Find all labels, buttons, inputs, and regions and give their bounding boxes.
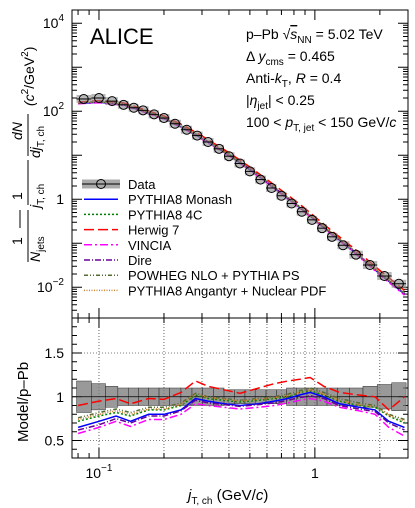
ratio-y-tick-label: 1.5 (45, 345, 65, 361)
data-point (255, 174, 266, 185)
data-point (296, 206, 307, 217)
data-point (138, 105, 149, 116)
legend-label: PYTHIA8 Monash (128, 192, 232, 207)
y-tick-label: 10−2 (37, 277, 64, 295)
ratio-y-axis-label: Model/p–Pb (15, 362, 32, 442)
ratio-y-tick-label: 0.5 (45, 433, 65, 449)
info-line-pt: 100 < pT, jet < 150 GeV/c (246, 114, 396, 134)
data-point (364, 260, 375, 271)
x-tick-label: 10−1 (85, 463, 112, 481)
ratio-curve (77, 389, 405, 424)
info-line-system: p–Pb √sNN = 5.02 TeV (246, 26, 383, 46)
top-series (76, 93, 407, 296)
data-point (192, 130, 203, 141)
data-point (235, 158, 245, 169)
model-curve (78, 100, 405, 294)
data-point (223, 151, 234, 162)
ylabel-frac1-num: 1 (9, 237, 25, 245)
top-y-tick-labels: 10−2 1 102 104 (37, 13, 64, 295)
info-line-rapidity: Δ ycms = 0.465 (246, 48, 335, 68)
y-tick-label: 104 (43, 13, 65, 31)
ratio-y-tick-label: 1 (56, 389, 64, 405)
data-point (338, 240, 349, 251)
data-point (128, 102, 139, 113)
ratio-curve (77, 395, 405, 431)
data-point (181, 124, 192, 135)
data-point (286, 198, 297, 209)
data-point (170, 118, 181, 129)
info-line-algorithm: Anti-kT, R = 0.4 (246, 70, 341, 90)
data-point (107, 96, 118, 107)
ylabel-units: (c2/GeV2) (20, 47, 37, 106)
ratio-tick-labels: 0.5 1 1.5 10−1 1 (45, 345, 319, 481)
ratio-curve (77, 389, 405, 422)
legend-label: Data (128, 177, 156, 192)
data-point (149, 109, 160, 120)
data-point (118, 99, 129, 110)
ylabel-frac1-den: Njets (27, 236, 47, 262)
data-point (203, 137, 214, 147)
ratio-curve (77, 387, 405, 421)
legend-label: PYTHIA8 Angantyr + Nuclear PDF (128, 283, 326, 298)
data-point (393, 278, 404, 289)
ylabel-frac3-den: djT, ch (27, 126, 47, 158)
top-y-axis-label: 1 Njets 1 jT, ch dN djT, ch (c2/GeV2) (9, 47, 47, 262)
ylabel-frac2-den: jT, ch (27, 184, 47, 210)
data-point (244, 166, 255, 177)
legend-data-marker (96, 179, 106, 189)
data-point (158, 113, 169, 124)
x-axis-label: jT, ch (GeV/c) (186, 487, 268, 507)
info-line-eta: |ηjet| < 0.25 (246, 92, 315, 112)
data-point (266, 183, 277, 194)
data-point (379, 271, 390, 282)
ratio-curve (77, 376, 405, 411)
ratio-series (77, 376, 405, 437)
data-point (350, 249, 361, 260)
legend-label: Dire (128, 253, 152, 268)
ylabel-frac3-num: dN (9, 121, 25, 140)
legend-label: POWHEG NLO + PYTHIA PS (128, 268, 300, 283)
data-point (78, 93, 89, 104)
x-tick-label: 1 (311, 465, 319, 481)
data-point (214, 143, 225, 154)
legend-label: VINCIA (128, 238, 172, 253)
top-axis-ticks (72, 9, 408, 319)
legend-label: Herwig 7 (128, 223, 179, 238)
info-text: p–Pb √sNN = 5.02 TeV Δ ycms = 0.465 Anti… (246, 26, 396, 134)
ratio-curve (77, 397, 405, 437)
data-point (276, 190, 287, 201)
data-point (93, 93, 104, 103)
ratio-curve (77, 391, 405, 429)
ylabel-frac2-num: 1 (9, 192, 25, 200)
data-point (326, 231, 337, 242)
experiment-label: ALICE (90, 24, 154, 49)
data-point (307, 214, 318, 225)
y-tick-label: 102 (43, 101, 65, 119)
y-tick-label: 1 (56, 191, 64, 207)
data-point (317, 223, 328, 234)
legend-label: PYTHIA8 4C (128, 207, 202, 222)
